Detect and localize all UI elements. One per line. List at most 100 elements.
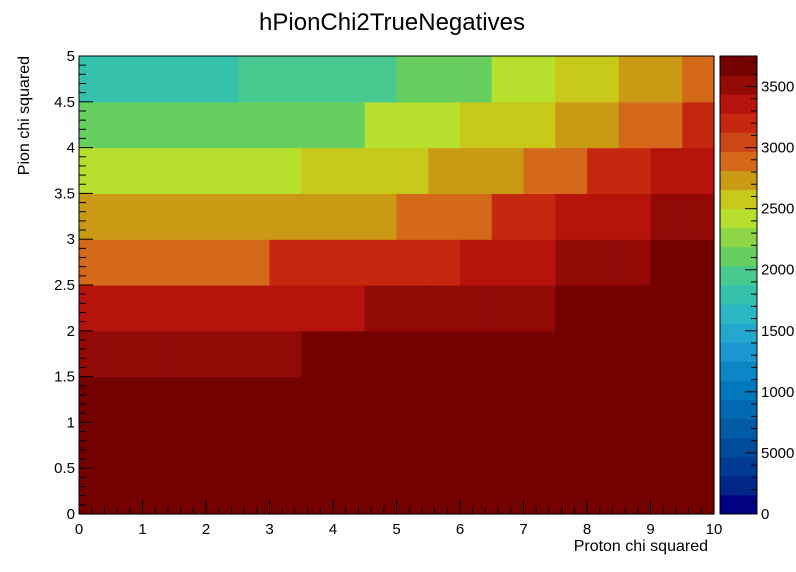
z-tick-label: 1000 [761, 384, 794, 401]
heatmap-cell [269, 239, 302, 286]
heatmap-cell [301, 468, 334, 515]
heatmap-cell [396, 285, 429, 332]
heatmap-cell [460, 101, 493, 149]
heatmap-cell [301, 147, 334, 194]
heatmap-cell [396, 376, 429, 423]
heatmap-cell [237, 422, 271, 469]
heatmap-cell [269, 285, 302, 332]
heatmap-cell [650, 56, 683, 103]
heatmap-cell [428, 376, 461, 423]
heatmap-cell [555, 376, 588, 423]
x-tick-label: 10 [706, 521, 723, 538]
x-tick-label: 9 [646, 521, 654, 538]
heatmap-cell [682, 101, 715, 149]
heatmap-cell [269, 101, 302, 149]
palette-swatch [720, 304, 757, 324]
heatmap-cell [269, 468, 302, 515]
heatmap-cell [110, 193, 144, 240]
palette-frame [719, 55, 758, 515]
heatmap-cell [206, 101, 239, 149]
heatmap-cell [587, 468, 620, 515]
heatmap-cell [174, 468, 207, 515]
heatmap-cell [460, 239, 493, 286]
heatmap-cell [364, 330, 398, 378]
heatmap-cell [491, 330, 525, 378]
heatmap-cell [682, 147, 715, 194]
x-tick-label: 0 [75, 521, 83, 538]
heatmap-cell [555, 101, 588, 149]
heatmap-cell [396, 422, 429, 469]
x-tick-label: 3 [265, 521, 273, 538]
heatmap-cell [555, 285, 588, 332]
heatmap-cell [364, 285, 398, 332]
palette-swatch [720, 342, 757, 362]
heatmap-cell [142, 239, 175, 286]
heatmap-cell [618, 239, 652, 286]
heatmap-cell [396, 330, 429, 378]
heatmap-cell [491, 376, 525, 423]
heatmap-cell [618, 330, 652, 378]
heatmap-cell [682, 193, 715, 240]
heatmap-cell [587, 147, 620, 194]
heatmap-cell [206, 376, 239, 423]
heatmap-cell [650, 330, 683, 378]
z-tick-label: 0 [761, 506, 769, 523]
heatmap-cell [237, 468, 271, 515]
heatmap-cell [682, 239, 715, 286]
heatmap-cell [682, 285, 715, 332]
heatmap-cell [396, 468, 429, 515]
heatmap-cell [460, 147, 493, 194]
heatmap-cell [174, 376, 207, 423]
heatmap-cell [79, 330, 112, 378]
heatmap-cell [650, 376, 683, 423]
palette-swatch [720, 246, 757, 267]
heatmap-cell [206, 147, 239, 194]
heatmap-cell [269, 147, 302, 194]
heatmap-cell [174, 147, 207, 194]
y-tick-label: 0.5 [54, 460, 75, 477]
heatmap-cell [206, 193, 239, 240]
heatmap-cell [523, 239, 556, 286]
heatmap-cell [364, 239, 398, 286]
heatmap-cell [333, 147, 366, 194]
heatmap-cell [650, 239, 683, 286]
heatmap-cell [269, 422, 302, 469]
heatmap-cell [110, 422, 144, 469]
heatmap-cell [428, 101, 461, 149]
heatmap-cell [523, 422, 556, 469]
heatmap-cell [618, 468, 652, 515]
palette-swatch [720, 437, 757, 458]
palette-swatch [720, 227, 757, 248]
heatmap-cell [682, 468, 715, 515]
heatmap-cell [269, 56, 302, 103]
heatmap-cell [650, 422, 683, 469]
heatmap-cell [174, 193, 207, 240]
heatmap-cell [301, 330, 334, 378]
y-tick-label: 4 [67, 140, 75, 157]
heatmap-cell [682, 422, 715, 469]
heatmap-cell [237, 239, 271, 286]
heatmap-cell [142, 56, 175, 103]
heatmap-cell [587, 285, 620, 332]
heatmap-cell [491, 239, 525, 286]
x-tick-label: 7 [519, 521, 527, 538]
heatmap-cells [79, 56, 715, 515]
heatmap-cell [650, 147, 683, 194]
palette-swatch [720, 380, 757, 400]
z-tick-label: 2000 [761, 262, 794, 279]
heatmap-cell [301, 422, 334, 469]
heatmap-cell [555, 56, 588, 103]
heatmap-cell [142, 376, 175, 423]
palette-swatch [720, 75, 757, 95]
palette-swatch [720, 170, 757, 191]
heatmap-cell [587, 330, 620, 378]
heatmap-cell [555, 468, 588, 515]
y-tick-label: 0 [67, 506, 75, 523]
palette-swatch [720, 113, 757, 133]
heatmap-cell [396, 101, 429, 149]
heatmap-cell [364, 101, 398, 149]
z-axis: 0 5000 1000 1500 2000 2500 3000 3500 [745, 61, 794, 523]
heatmap-cell [491, 147, 525, 194]
heatmap-cell [333, 376, 366, 423]
